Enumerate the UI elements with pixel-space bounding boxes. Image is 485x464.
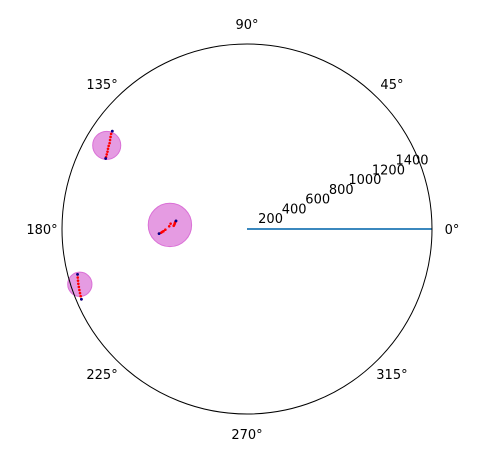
radial-tick-label: 400 <box>282 202 307 217</box>
angle-tick-label: 0° <box>445 223 460 238</box>
data-point <box>77 285 81 289</box>
data-point <box>106 147 110 151</box>
angle-tick-label: 45° <box>380 78 403 93</box>
data-point <box>78 291 82 295</box>
data-point <box>105 153 109 156</box>
data-point <box>107 144 110 148</box>
radial-tick-label: 1200 <box>372 163 405 178</box>
angle-tick-label: 180° <box>26 223 57 238</box>
endpoint-marker <box>104 157 108 160</box>
data-point <box>108 141 111 145</box>
endpoint-marker <box>80 297 83 301</box>
data-point <box>169 222 172 225</box>
endpoint-marker <box>76 273 79 276</box>
data-point <box>108 138 112 142</box>
angle-tick-label: 135° <box>86 78 117 93</box>
data-point <box>109 135 112 139</box>
radial-tick-label: 600 <box>305 193 330 208</box>
polar-frame <box>61 43 433 415</box>
data-point <box>77 282 80 286</box>
data-point <box>172 224 176 228</box>
bubble-marker <box>147 202 193 248</box>
angle-tick-label: 315° <box>376 368 407 383</box>
angle-tick-label: 225° <box>86 368 117 383</box>
data-point <box>109 132 113 136</box>
marks-layer <box>67 129 432 301</box>
data-point <box>79 294 82 298</box>
data-point <box>76 279 80 282</box>
endpoint-marker <box>110 129 114 133</box>
data-point <box>76 276 80 279</box>
data-point <box>167 224 171 228</box>
angle-tick-label: 270° <box>231 428 262 443</box>
endpoint-marker <box>174 219 178 223</box>
radial-tick-label: 1400 <box>395 154 428 169</box>
data-point <box>106 150 109 153</box>
data-point <box>78 288 81 292</box>
radial-tick-label: 200 <box>258 212 283 227</box>
radial-tick-label: 800 <box>329 183 354 198</box>
angle-tick-labels: 0° 45° 90° 135° 180° 225° 270° 315° <box>26 18 459 443</box>
angle-tick-label: 90° <box>235 18 258 33</box>
data-point <box>164 228 167 232</box>
endpoint-marker <box>157 232 161 236</box>
radial-tick-label: 1000 <box>348 173 381 188</box>
